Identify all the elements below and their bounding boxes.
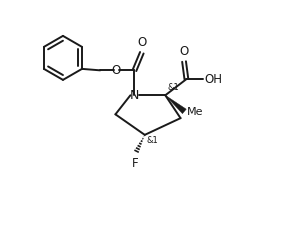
- Text: O: O: [138, 36, 147, 49]
- Text: O: O: [179, 45, 189, 58]
- Text: &1: &1: [146, 136, 158, 145]
- Text: F: F: [131, 156, 138, 169]
- Text: OH: OH: [205, 73, 223, 86]
- Text: &1: &1: [168, 83, 179, 92]
- Polygon shape: [165, 95, 186, 114]
- Text: Me: Me: [186, 107, 203, 117]
- Text: N: N: [130, 89, 139, 102]
- Text: O: O: [112, 64, 121, 77]
